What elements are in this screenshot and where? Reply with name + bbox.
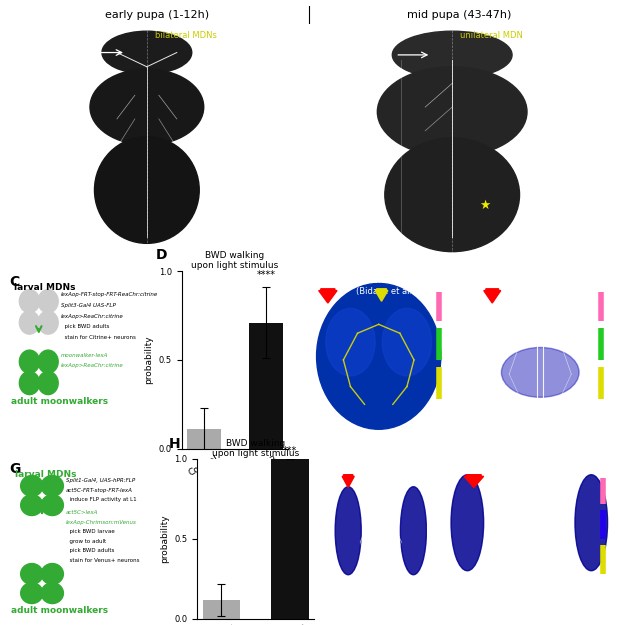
Text: act5C>lexA: act5C>lexA bbox=[66, 510, 98, 515]
Title: BWD walking
upon light stimulus: BWD walking upon light stimulus bbox=[191, 251, 278, 270]
Text: larval MDNs: larval MDNs bbox=[15, 470, 77, 479]
Ellipse shape bbox=[400, 487, 426, 575]
Text: B: B bbox=[320, 31, 331, 45]
FancyArrow shape bbox=[319, 289, 337, 303]
Ellipse shape bbox=[326, 308, 375, 376]
Y-axis label: probability: probability bbox=[160, 514, 169, 563]
Text: I: I bbox=[337, 464, 342, 478]
Bar bbox=[249, 322, 283, 449]
Ellipse shape bbox=[90, 69, 204, 145]
Circle shape bbox=[38, 311, 58, 334]
Ellipse shape bbox=[378, 67, 527, 157]
Text: lexAop-FRT-stop-FRT-ReaChr:citrine: lexAop-FRT-stop-FRT-ReaChr:citrine bbox=[60, 292, 158, 297]
Ellipse shape bbox=[102, 31, 192, 74]
Circle shape bbox=[38, 371, 58, 394]
Text: adult moonwalkers: adult moonwalkers bbox=[11, 398, 108, 406]
Circle shape bbox=[38, 289, 58, 312]
Circle shape bbox=[41, 476, 64, 496]
Circle shape bbox=[38, 350, 58, 373]
Circle shape bbox=[19, 311, 39, 334]
Text: act5C-FRT-stop-FRT-lexA: act5C-FRT-stop-FRT-lexA bbox=[66, 488, 133, 492]
Text: Split1-Gal4, UAS-hPR:FLP: Split1-Gal4, UAS-hPR:FLP bbox=[66, 478, 135, 483]
Text: mid pupa (43-47h): mid pupa (43-47h) bbox=[407, 10, 512, 20]
Text: lexAop>ReaChr:citrine: lexAop>ReaChr:citrine bbox=[60, 314, 123, 319]
Circle shape bbox=[41, 582, 64, 604]
Text: early pupa (1-12h): early pupa (1-12h) bbox=[106, 10, 209, 20]
Circle shape bbox=[41, 495, 64, 516]
Text: grow to adult: grow to adult bbox=[66, 539, 106, 544]
Text: G: G bbox=[10, 462, 21, 476]
Ellipse shape bbox=[451, 475, 484, 571]
Circle shape bbox=[21, 582, 43, 604]
Ellipse shape bbox=[382, 308, 432, 376]
Text: pick BWD adults: pick BWD adults bbox=[60, 324, 109, 329]
Text: stain for Citrine+ neurons: stain for Citrine+ neurons bbox=[60, 335, 135, 340]
Ellipse shape bbox=[575, 475, 608, 571]
Text: I': I' bbox=[453, 464, 462, 478]
Circle shape bbox=[21, 476, 43, 496]
Text: pick BWD adults: pick BWD adults bbox=[66, 548, 114, 553]
Text: Split3-Gal4 UAS-FLP: Split3-Gal4 UAS-FLP bbox=[60, 303, 115, 308]
Text: T: T bbox=[33, 102, 39, 112]
Text: larval MDNs: larval MDNs bbox=[14, 284, 75, 292]
Text: moonwalker
(Bidaye et al.): moonwalker (Bidaye et al.) bbox=[356, 276, 415, 296]
Text: E: E bbox=[312, 276, 322, 291]
Text: H: H bbox=[168, 437, 180, 451]
Circle shape bbox=[41, 564, 64, 584]
Circle shape bbox=[19, 350, 39, 373]
Circle shape bbox=[21, 564, 43, 584]
Ellipse shape bbox=[317, 284, 441, 429]
Text: F: F bbox=[474, 276, 483, 291]
Text: adult moonwalkers: adult moonwalkers bbox=[11, 606, 109, 615]
Text: lexAop>ReaChr:citrine: lexAop>ReaChr:citrine bbox=[60, 364, 123, 369]
Text: stain for Venus+ neurons: stain for Venus+ neurons bbox=[66, 558, 139, 563]
Text: A: A bbox=[15, 31, 26, 45]
Text: pick BWD larvae: pick BWD larvae bbox=[66, 529, 115, 534]
Text: ***: *** bbox=[283, 446, 297, 456]
Ellipse shape bbox=[502, 348, 579, 398]
Text: unilateral MDN: unilateral MDN bbox=[460, 31, 523, 40]
Bar bbox=[202, 599, 240, 619]
FancyArrow shape bbox=[484, 289, 501, 303]
Circle shape bbox=[21, 495, 43, 516]
Y-axis label: probability: probability bbox=[144, 336, 154, 384]
Text: A: A bbox=[32, 185, 40, 195]
Text: D: D bbox=[155, 248, 167, 262]
FancyArrow shape bbox=[464, 475, 484, 488]
Text: ****: **** bbox=[256, 270, 275, 280]
Circle shape bbox=[19, 289, 39, 312]
Ellipse shape bbox=[385, 138, 520, 252]
Text: moonwalker-lexA: moonwalker-lexA bbox=[60, 352, 108, 357]
Text: A: A bbox=[337, 190, 346, 200]
Ellipse shape bbox=[335, 487, 361, 575]
Text: lexAop-Chrimson:mVenus: lexAop-Chrimson:mVenus bbox=[66, 519, 137, 524]
Text: bilateral MDNs: bilateral MDNs bbox=[155, 31, 217, 40]
FancyArrow shape bbox=[375, 289, 388, 301]
Ellipse shape bbox=[392, 31, 512, 79]
Text: T: T bbox=[338, 107, 345, 117]
Text: induce FLP activity at L1: induce FLP activity at L1 bbox=[66, 497, 136, 502]
Text: adult MDNs: adult MDNs bbox=[521, 276, 573, 286]
Text: ★: ★ bbox=[479, 199, 491, 212]
Text: C: C bbox=[9, 274, 20, 289]
Bar bbox=[187, 429, 221, 449]
Ellipse shape bbox=[94, 137, 199, 243]
Circle shape bbox=[19, 371, 39, 394]
Title: BWD walking
upon light stimulus: BWD walking upon light stimulus bbox=[212, 439, 299, 458]
Bar bbox=[271, 459, 308, 619]
FancyArrow shape bbox=[342, 475, 354, 488]
